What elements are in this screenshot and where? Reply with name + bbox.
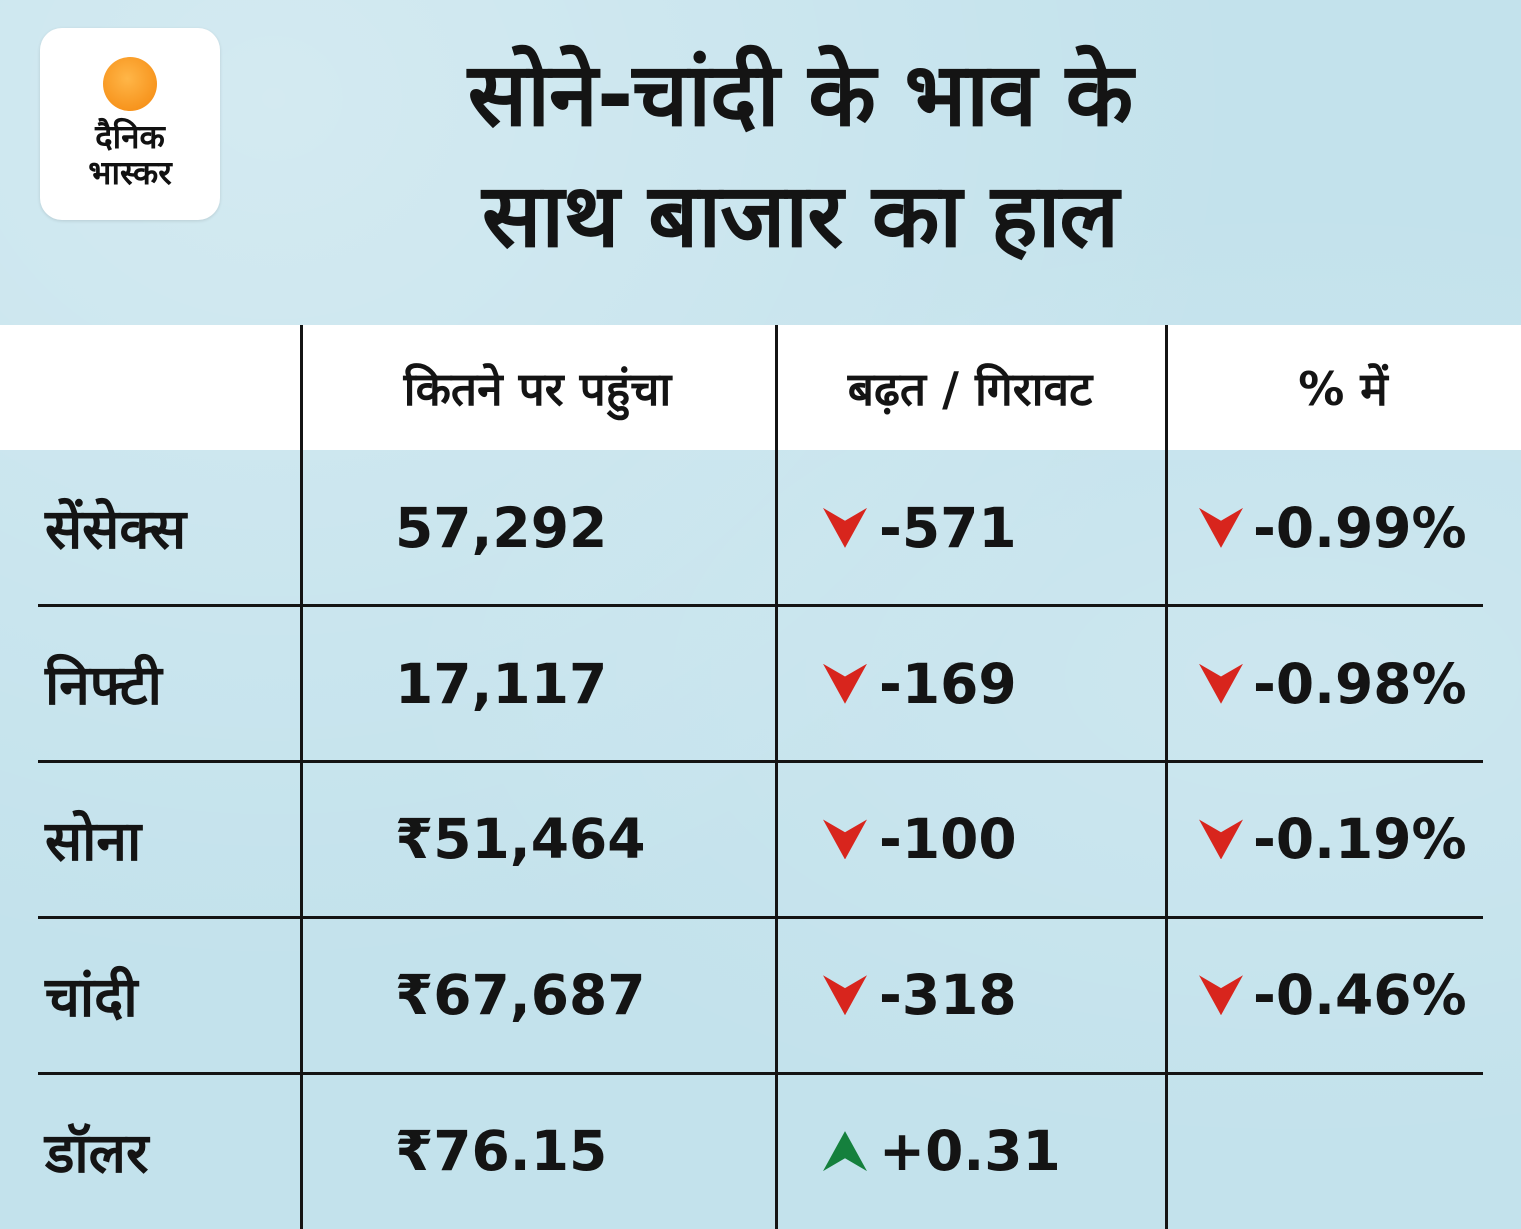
column-divider <box>775 325 778 1229</box>
row-label: निफ्टी <box>45 653 162 718</box>
percent-text: -0.19% <box>1253 807 1467 872</box>
change-text: +0.31 <box>879 1119 1061 1184</box>
table-row-gold: सोना ₹51,464 -100 -0.19% <box>0 762 1521 919</box>
row-percent: -0.19% <box>1165 807 1521 871</box>
row-value: ₹67,687 <box>395 963 646 1028</box>
row-change: -318 <box>775 963 1165 1027</box>
row-percent <box>1165 1131 1521 1171</box>
row-label: डॉलर <box>45 1120 149 1185</box>
table-row-nifty: निफ्टी 17,117 -169 -0.98% <box>0 606 1521 763</box>
page-title-line2: साथ बाजार का हाल <box>481 164 1119 268</box>
percent-text: -0.46% <box>1253 963 1467 1028</box>
table-row-dollar: डॉलर ₹76.15 +0.31 <box>0 1073 1521 1229</box>
table-body: सेंसेक्स 57,292 -571 -0.99% निफ्टी 17,11… <box>0 450 1521 1229</box>
brand-name: दैनिक भास्कर <box>88 119 171 190</box>
row-label: सोना <box>45 808 142 873</box>
row-label: सेंसेक्स <box>45 497 187 562</box>
trend-arrow-icon <box>1199 975 1243 1016</box>
row-change: -169 <box>775 652 1165 716</box>
column-divider <box>1165 325 1168 1229</box>
table-row-silver: चांदी ₹67,687 -318 -0.46% <box>0 917 1521 1075</box>
header-change: बढ़त / गिरावट <box>847 361 1093 416</box>
trend-arrow-icon <box>823 819 867 860</box>
percent-text: -0.98% <box>1253 651 1467 716</box>
brand-name-line2: भास्कर <box>88 153 172 192</box>
change-text: -571 <box>879 495 1017 560</box>
change-text: -100 <box>879 807 1017 872</box>
trend-arrow-icon <box>823 663 867 704</box>
row-change: -100 <box>775 807 1165 871</box>
trend-arrow-icon <box>1199 663 1243 704</box>
header-percent: % में <box>1298 361 1388 416</box>
change-text: -169 <box>879 651 1017 716</box>
row-percent: -0.46% <box>1165 963 1521 1027</box>
row-change: -571 <box>775 496 1165 560</box>
brand-name-line1: दैनिक <box>95 117 165 157</box>
header-value: कितने पर पहुंचा <box>403 361 672 416</box>
percent-text: -0.99% <box>1253 495 1467 560</box>
change-text: -318 <box>879 963 1017 1028</box>
row-percent: -0.98% <box>1165 652 1521 716</box>
trend-arrow-icon <box>823 975 867 1016</box>
row-label: चांदी <box>45 964 138 1029</box>
row-value: ₹76.15 <box>395 1119 608 1184</box>
row-value: ₹51,464 <box>395 807 646 872</box>
trend-arrow-icon <box>823 507 867 548</box>
trend-arrow-icon <box>1199 819 1243 860</box>
trend-arrow-icon <box>823 1131 867 1172</box>
table-header: कितने पर पहुंचा बढ़त / गिरावट % में <box>0 325 1521 450</box>
row-change: +0.31 <box>775 1119 1165 1183</box>
row-value: 57,292 <box>395 495 608 560</box>
row-percent: -0.99% <box>1165 496 1521 560</box>
page-title: सोने-चांदी के भाव के साथ बाजार का हाल <box>230 34 1370 277</box>
page-title-line1: सोने-चांदी के भाव के <box>467 43 1134 146</box>
column-divider <box>300 325 303 1229</box>
table-row-sensex: सेंसेक्स 57,292 -571 -0.99% <box>0 450 1521 608</box>
trend-arrow-icon <box>1199 507 1243 548</box>
brand-logo: दैनिक भास्कर <box>40 28 220 220</box>
sun-icon <box>103 57 157 112</box>
row-value: 17,117 <box>395 651 608 716</box>
